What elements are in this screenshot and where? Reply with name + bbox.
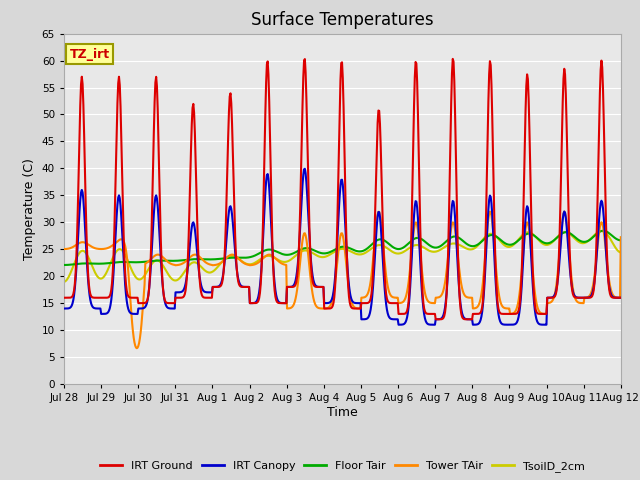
Line: TsoilD_2cm: TsoilD_2cm xyxy=(64,231,621,282)
TsoilD_2cm xyxy=(617,250,625,255)
Tower TAir xyxy=(185,256,193,262)
Floor Tair xyxy=(184,257,192,263)
IRT Ground xyxy=(449,56,456,62)
Floor Tair xyxy=(214,256,221,262)
Tower TAir xyxy=(60,246,68,252)
IRT Canopy xyxy=(214,284,221,289)
TsoilD_2cm xyxy=(214,264,221,270)
Line: Tower TAir: Tower TAir xyxy=(64,212,621,348)
Text: TZ_irt: TZ_irt xyxy=(70,48,109,60)
Tower TAir xyxy=(133,345,141,351)
Floor Tair xyxy=(617,238,625,243)
IRT Canopy xyxy=(70,292,78,298)
IRT Canopy xyxy=(543,322,550,327)
Legend: IRT Ground, IRT Canopy, Floor Tair, Tower TAir, TsoilD_2cm: IRT Ground, IRT Canopy, Floor Tair, Towe… xyxy=(95,457,589,477)
IRT Ground xyxy=(426,311,434,317)
IRT Canopy xyxy=(617,295,625,300)
Tower TAir xyxy=(411,222,419,228)
Line: IRT Ground: IRT Ground xyxy=(64,59,621,319)
Floor Tair xyxy=(599,228,607,234)
Tower TAir xyxy=(617,234,625,240)
Floor Tair xyxy=(426,243,434,249)
TsoilD_2cm xyxy=(426,248,434,254)
IRT Ground xyxy=(410,103,418,109)
TsoilD_2cm xyxy=(60,279,68,285)
IRT Canopy xyxy=(184,264,192,270)
IRT Canopy xyxy=(127,311,135,316)
X-axis label: Time: Time xyxy=(327,406,358,419)
IRT Canopy xyxy=(428,322,435,327)
Floor Tair xyxy=(127,259,135,265)
Tower TAir xyxy=(561,209,568,215)
Y-axis label: Temperature (C): Temperature (C) xyxy=(23,158,36,260)
Floor Tair xyxy=(410,236,418,242)
Floor Tair xyxy=(60,262,68,268)
Tower TAir xyxy=(127,311,135,316)
IRT Canopy xyxy=(301,166,308,172)
TsoilD_2cm xyxy=(410,242,418,248)
IRT Canopy xyxy=(411,203,419,209)
IRT Canopy xyxy=(60,306,68,312)
TsoilD_2cm xyxy=(598,228,605,234)
Line: Floor Tair: Floor Tair xyxy=(64,231,621,265)
IRT Ground xyxy=(184,255,192,261)
Tower TAir xyxy=(214,261,222,267)
IRT Ground xyxy=(70,288,78,293)
Tower TAir xyxy=(428,300,435,306)
Tower TAir xyxy=(70,243,78,249)
IRT Ground xyxy=(127,295,135,300)
Line: IRT Canopy: IRT Canopy xyxy=(64,169,621,324)
TsoilD_2cm xyxy=(184,264,192,270)
IRT Ground xyxy=(617,295,625,300)
IRT Ground xyxy=(214,284,221,290)
TsoilD_2cm xyxy=(127,266,135,272)
TsoilD_2cm xyxy=(70,261,78,267)
Title: Surface Temperatures: Surface Temperatures xyxy=(251,11,434,29)
IRT Ground xyxy=(468,316,476,322)
Floor Tair xyxy=(70,262,78,267)
IRT Ground xyxy=(60,295,68,300)
